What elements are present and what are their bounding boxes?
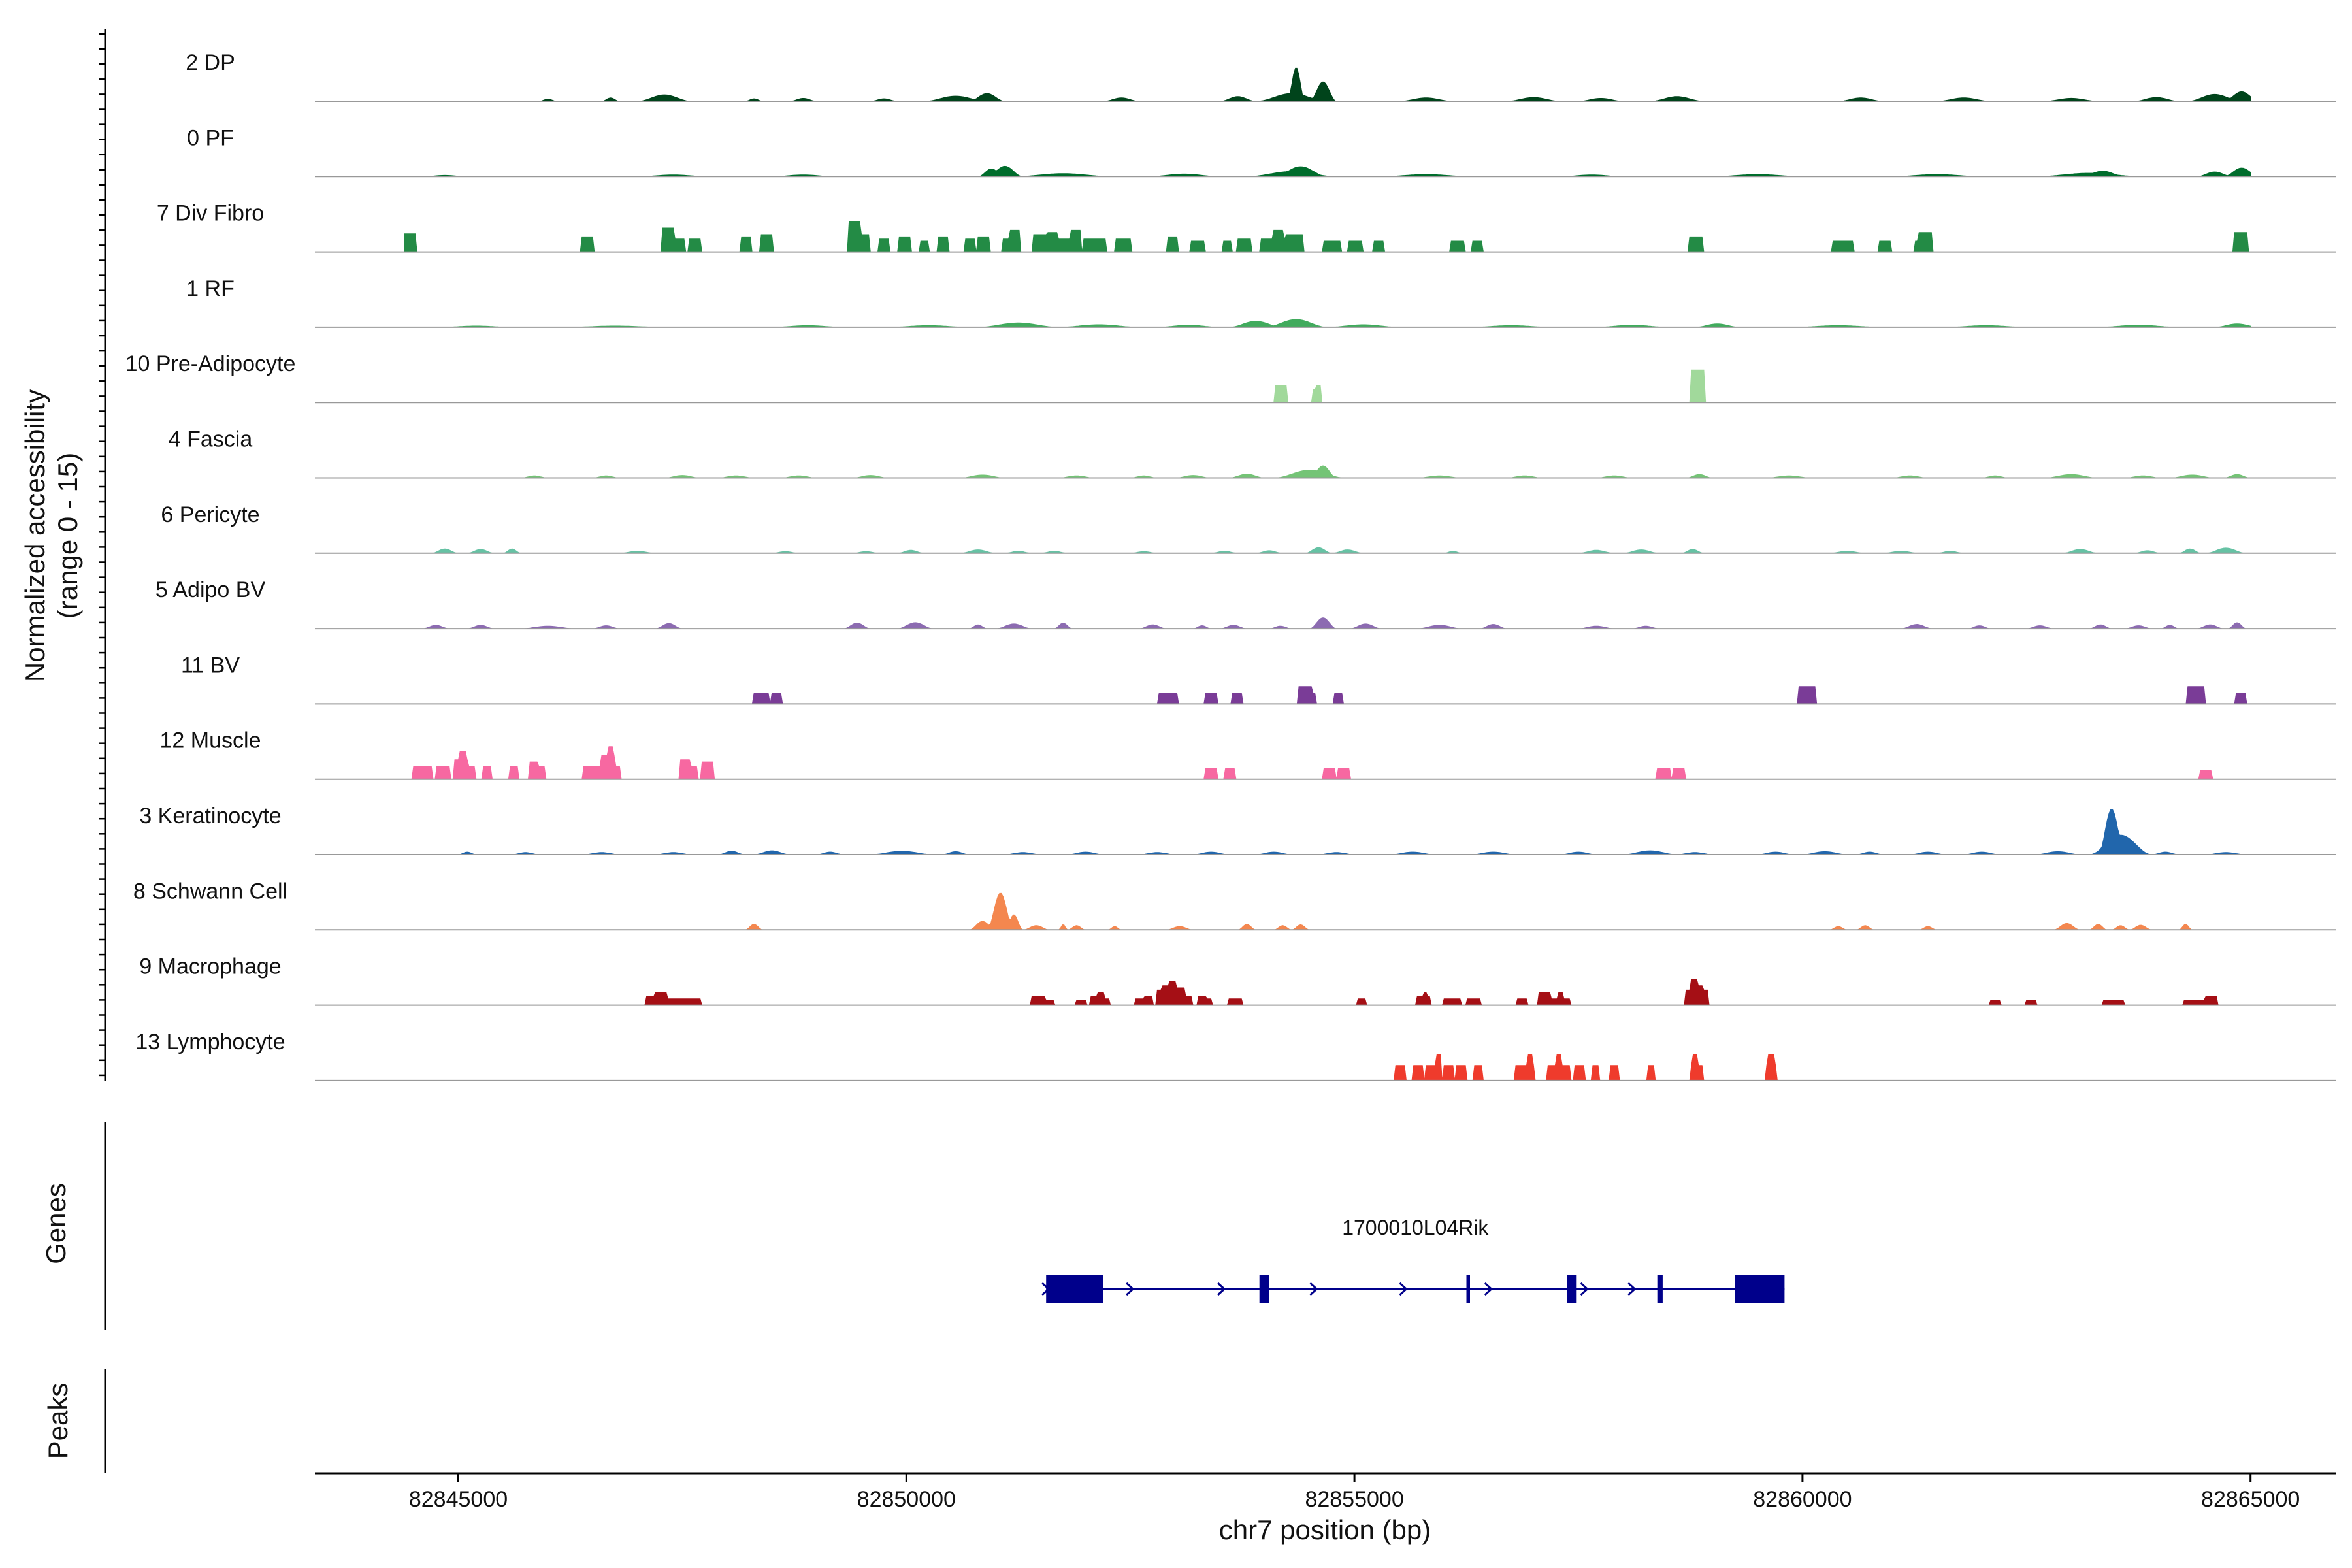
coverage-area (404, 892, 2251, 930)
coverage-area (404, 617, 2251, 629)
track-7: 5 Adipo BV (155, 578, 2336, 630)
gene-exon (1259, 1275, 1269, 1303)
peaks-panel-label: Peaks (42, 1383, 73, 1460)
track-11: 8 Schwann Cell (133, 879, 2336, 931)
strand-arrow (1126, 1282, 1135, 1296)
genes-panel: Genes 1700010L04Rik (41, 1122, 1785, 1330)
track-5: 4 Fascia (169, 427, 2336, 479)
track-4: 10 Pre-Adipocyte (125, 351, 2336, 404)
coverage-area (404, 67, 2251, 102)
track-0: 2 DP (186, 50, 2336, 102)
track-label: 10 Pre-Adipocyte (125, 351, 296, 376)
x-tick-label: 82850000 (857, 1487, 956, 1512)
x-tick-label: 82860000 (1753, 1487, 1852, 1512)
coverage-area (404, 547, 2251, 554)
coverage-tracks: 2 DP 0 PF 7 Div Fibro 1 RF 10 Pre-Adipocyte 4… (99, 29, 2336, 1081)
track-2: 7 Div Fibro (157, 201, 2336, 253)
strand-arrow (1399, 1282, 1408, 1296)
x-tick-label: 82845000 (409, 1487, 508, 1512)
coverage-area (404, 1054, 2251, 1081)
coverage-area (404, 979, 2251, 1005)
strand-arrow (1484, 1282, 1494, 1296)
coverage-area (404, 221, 2251, 252)
track-10: 3 Keratinocyte (139, 804, 2336, 855)
strand-arrow (1627, 1282, 1637, 1296)
coverage-area (404, 319, 2251, 328)
x-axis: 82845000 82850000 82855000 82860000 82865000… (315, 1472, 2336, 1545)
track-9: 12 Muscle (160, 728, 2336, 780)
peaks-panel: Peaks (42, 1369, 106, 1473)
coverage-area (404, 686, 2251, 704)
track-label: 3 Keratinocyte (139, 804, 281, 828)
x-axis-ticks: 82845000 82850000 82855000 82860000 82865000 (409, 1473, 2300, 1512)
coverage-area (404, 809, 2251, 855)
track-label: 13 Lymphocyte (135, 1030, 285, 1054)
coverage-area (404, 165, 2251, 177)
track-6: 6 Pericyte (161, 502, 2336, 554)
track-label: 8 Schwann Cell (133, 879, 287, 904)
coverage-area (404, 369, 2251, 403)
track-label: 6 Pericyte (161, 502, 259, 527)
track-label: 7 Div Fibro (157, 201, 264, 226)
track-label: 1 RF (186, 276, 235, 301)
track-3: 1 RF (186, 276, 2336, 328)
y-axis-minor-ticks (99, 33, 105, 1077)
gene-exon (1567, 1275, 1577, 1303)
track-label: 0 PF (187, 125, 234, 150)
gene-model: 1700010L04Rik (1041, 1216, 1785, 1303)
strand-arrow (1309, 1282, 1318, 1296)
genes-panel-label: Genes (41, 1183, 71, 1264)
x-tick-label: 82855000 (1305, 1487, 1403, 1512)
coverage-area (404, 465, 2251, 478)
gene-exon (1735, 1275, 1785, 1303)
y-axis-title-line2: (range 0 - 15) (52, 453, 83, 619)
gene-name: 1700010L04Rik (1342, 1216, 1489, 1239)
y-axis-title: Normalized accessibility (range 0 - 15) (20, 389, 83, 682)
track-label: 9 Macrophage (139, 955, 281, 979)
track-label: 4 Fascia (169, 427, 253, 452)
track-label: 2 DP (186, 50, 235, 75)
x-axis-title: chr7 position (bp) (1219, 1514, 1431, 1545)
track-label: 11 BV (181, 653, 240, 678)
gene-exon (1046, 1275, 1103, 1303)
track-8: 11 BV (181, 653, 2336, 705)
track-12: 9 Macrophage (139, 955, 2336, 1006)
strand-arrow (1217, 1282, 1226, 1296)
gene-exon (1657, 1275, 1663, 1303)
coverage-area (404, 746, 2251, 780)
gene-exon (1466, 1275, 1470, 1303)
track-1: 0 PF (187, 125, 2336, 178)
x-tick-label: 82865000 (2201, 1487, 2300, 1512)
y-axis-title-line1: Normalized accessibility (20, 389, 50, 682)
strand-arrow (1580, 1282, 1589, 1296)
track-13: 13 Lymphocyte (135, 1030, 2336, 1081)
track-label: 12 Muscle (160, 728, 261, 753)
track-label: 5 Adipo BV (155, 578, 266, 602)
